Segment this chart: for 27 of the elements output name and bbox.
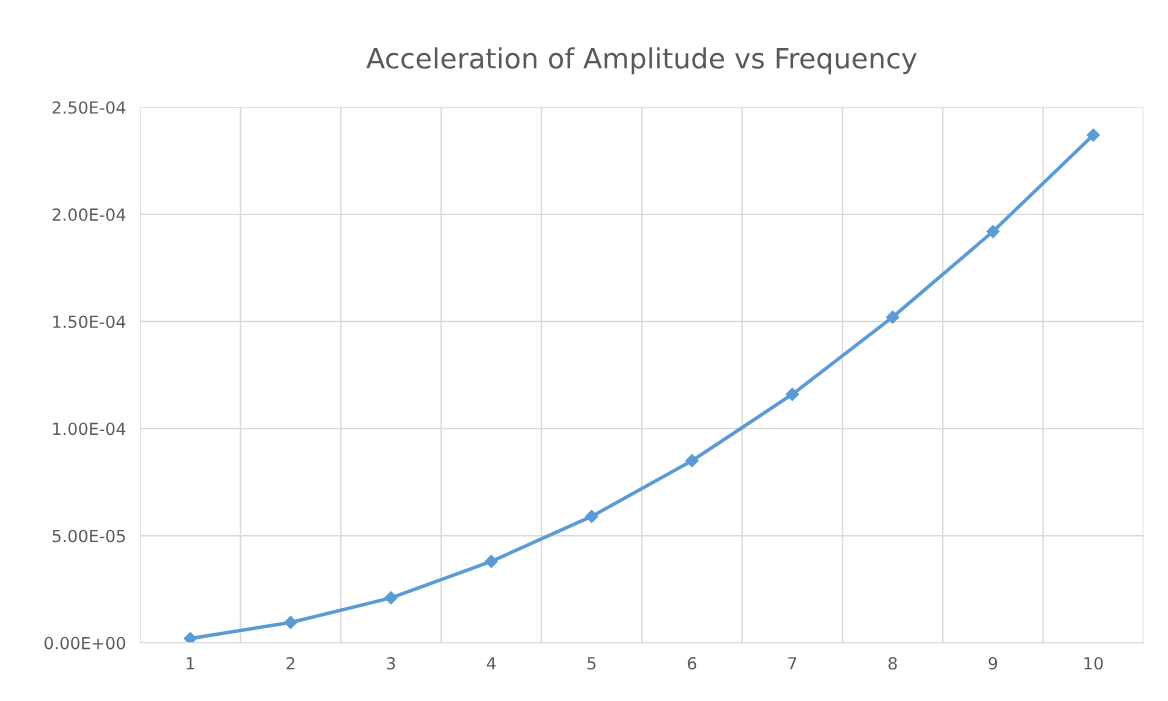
x-tick-label: 4: [486, 657, 496, 670]
x-tick-label: 6: [687, 657, 697, 670]
point: [986, 224, 1000, 239]
x-tick-label: 3: [386, 657, 395, 670]
y-tick-label: 1.50E-04: [53, 315, 126, 329]
point: [183, 631, 197, 643]
x-tick-label: 9: [988, 657, 998, 670]
y-tick-label: 2.00E-04: [52, 208, 126, 221]
y-tick-label: 5.00E-05: [52, 529, 125, 543]
x-tick-label: 8: [888, 657, 897, 670]
point: [685, 454, 699, 468]
point: [585, 509, 599, 524]
y-tick-label: 2.50E-04: [52, 101, 126, 114]
x-tick-label: 5: [587, 657, 596, 670]
x-tick-label: 10: [1084, 657, 1103, 670]
point: [484, 554, 498, 568]
x-tick-label: 1: [186, 657, 195, 670]
point: [886, 310, 900, 324]
y-tick-label: 0.00E+00: [44, 636, 126, 650]
x-tick-label: 7: [788, 657, 797, 670]
point: [785, 387, 799, 401]
x-tick-label: 2: [286, 657, 295, 670]
point: [1086, 128, 1100, 142]
point: [284, 615, 298, 630]
chart-title: Acceleration of Amplitude vs Frequency: [366, 47, 917, 75]
y-tick-label: 1.00E-04: [53, 422, 126, 436]
point: [384, 591, 398, 605]
